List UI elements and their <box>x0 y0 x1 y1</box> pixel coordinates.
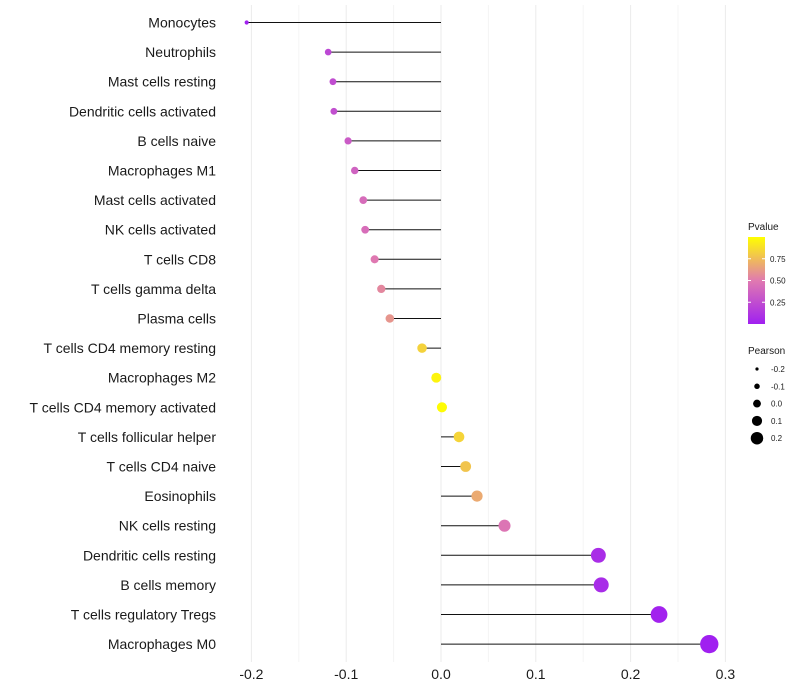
category-label: Mast cells activated <box>94 192 216 208</box>
x-tick-label: 0.3 <box>716 666 736 682</box>
x-axis-ticks: -0.2 -0.1 0.0 0.1 0.2 0.3 <box>239 666 735 682</box>
lollipop-point <box>351 166 359 175</box>
x-tick-label: -0.2 <box>239 666 263 682</box>
pearson-legend-title: Pearson <box>748 346 785 357</box>
category-label: Neutrophils <box>145 44 216 60</box>
pearson-legend-label: 0.0 <box>771 400 783 409</box>
lollipop-point <box>498 519 511 532</box>
category-label: Dendritic cells activated <box>69 103 216 119</box>
category-label: T cells follicular helper <box>78 429 217 445</box>
pvalue-legend-tick-label: 0.50 <box>770 277 786 286</box>
category-label: Mast cells resting <box>108 74 216 90</box>
lollipop-point <box>700 634 719 654</box>
lollipop-point <box>590 547 606 563</box>
pvalue-legend-title: Pvalue <box>748 222 779 233</box>
pearson-legend: Pearson -0.2 -0.1 0.0 0.1 0.2 <box>748 346 785 445</box>
category-label: B cells memory <box>120 577 216 593</box>
category-label: Macrophages M2 <box>108 370 216 386</box>
category-label: T cells CD8 <box>144 251 216 267</box>
category-label: B cells naive <box>137 133 216 149</box>
x-tick-label: 0.0 <box>431 666 451 682</box>
category-label: T cells CD4 memory activated <box>30 399 216 415</box>
lollipop-point <box>244 20 249 25</box>
lollipop-point <box>344 137 352 145</box>
lollipop-point <box>324 48 332 56</box>
lollipop-point <box>650 606 668 623</box>
lollipop-point <box>471 490 483 502</box>
pvalue-legend-tick-label: 0.75 <box>770 255 786 264</box>
category-label: T cells CD4 naive <box>107 459 217 475</box>
lollipop-point <box>361 225 370 234</box>
lollipop-point <box>431 372 442 383</box>
category-label: Eosinophils <box>144 488 216 504</box>
category-label: Dendritic cells resting <box>83 547 216 563</box>
lollipop-point <box>453 431 465 443</box>
pearson-legend-label: -0.2 <box>771 365 785 374</box>
pearson-legend-dot <box>750 431 764 445</box>
x-tick-label: 0.1 <box>526 666 546 682</box>
pearson-legend-label: -0.1 <box>771 382 785 391</box>
lollipop-point <box>593 577 609 593</box>
lollipop-point <box>330 107 338 115</box>
category-label: Plasma cells <box>137 311 216 327</box>
lollipop-point <box>359 196 368 204</box>
lollipop-point <box>377 284 386 294</box>
lollipop-point <box>460 461 472 472</box>
lollipop-point <box>370 255 379 264</box>
pearson-legend-label: 0.1 <box>771 417 783 426</box>
category-label: NK cells activated <box>105 222 216 238</box>
x-tick-label: 0.2 <box>621 666 641 682</box>
pvalue-legend: Pvalue 0.25 0.50 0.75 <box>748 222 786 324</box>
category-label: Macrophages M1 <box>108 163 216 179</box>
category-label: Macrophages M0 <box>108 636 216 652</box>
category-label: T cells regulatory Tregs <box>71 607 216 623</box>
points <box>244 20 719 654</box>
category-label: T cells gamma delta <box>91 281 216 297</box>
lollipop-point <box>436 402 448 413</box>
pearson-legend-label: 0.2 <box>771 434 783 443</box>
category-label: NK cells resting <box>119 518 216 534</box>
lollipop-point <box>329 78 337 86</box>
stems <box>246 22 710 645</box>
pearson-legend-dot <box>754 383 760 390</box>
pearson-legend-dot <box>755 367 759 371</box>
pearson-legend-dot <box>751 415 763 426</box>
lollipop-point <box>385 314 395 323</box>
x-tick-label: -0.1 <box>334 666 358 682</box>
lollipop-point <box>417 343 427 353</box>
pearson-legend-dot <box>753 399 761 408</box>
pvalue-legend-tick-label: 0.25 <box>770 298 786 307</box>
category-label: Monocytes <box>148 15 216 31</box>
pvalue-colorbar <box>748 237 765 324</box>
grid <box>250 5 726 662</box>
category-labels: Monocytes Neutrophils Mast cells resting De… <box>30 15 217 653</box>
category-label: T cells CD4 memory resting <box>44 340 216 356</box>
